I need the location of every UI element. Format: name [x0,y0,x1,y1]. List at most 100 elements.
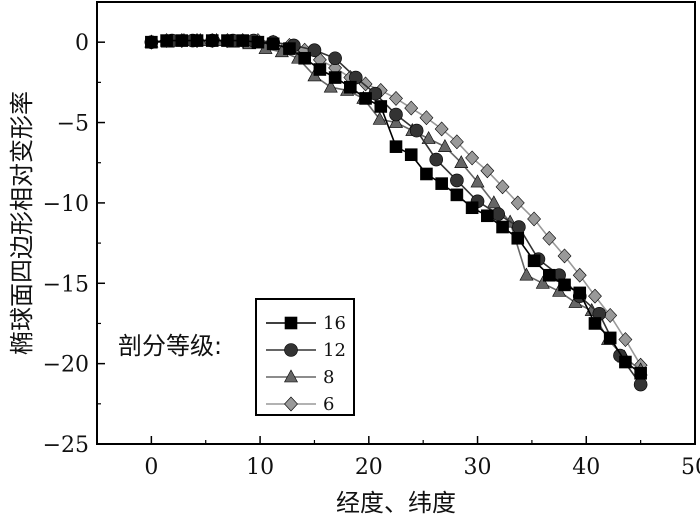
data-point-16 [145,35,158,49]
data-point-8 [421,130,436,144]
legend-title: 剖分等级: [118,332,222,360]
plot-frame [96,1,696,445]
data-point-16 [283,42,296,55]
data-point-16 [359,92,372,105]
data-point-6 [527,211,541,227]
data-point-16 [190,34,204,47]
data-point-16 [573,286,587,300]
legend-entry-16: 16 [266,313,346,334]
series-6 [144,33,648,373]
data-point-16 [205,34,219,47]
data-point-6 [449,134,464,150]
data-point-16 [221,34,234,47]
data-point-6 [404,100,419,116]
data-point-6 [389,90,403,106]
data-point-6 [465,150,480,166]
data-point-12 [307,43,322,58]
y-tick-label: 0 [75,31,89,56]
data-point-8 [470,174,485,188]
series-8 [144,32,648,376]
data-point-16 [266,37,280,51]
legend-entry-12: 12 [266,340,346,361]
y-tick-label: −15 [43,272,89,297]
y-axis-label: 椭球面四边形相对变形率 [8,91,36,355]
x-tick-label: 30 [464,455,492,480]
legend-label: 12 [323,340,346,361]
data-point-16 [251,35,265,49]
data-point-16 [404,148,418,161]
data-point-6 [588,288,602,304]
data-point-12 [491,207,506,221]
data-point-16 [450,188,464,202]
data-point-6 [480,163,495,179]
legend-marker [284,316,298,330]
data-point-6 [557,248,572,264]
y-tick-label: −5 [57,112,89,137]
data-point-16 [389,140,403,153]
data-point-12 [429,152,444,167]
data-point-8 [437,139,452,152]
x-tick-label: 50 [681,455,700,480]
data-point-8 [372,111,387,125]
data-point-16 [481,209,494,223]
data-point-16 [374,100,388,113]
data-point-16 [420,167,433,181]
series-16 [145,34,647,380]
x-axis-ticks: 0 10 20 30 40 50 [96,436,700,480]
data-point-16 [298,51,311,65]
series-line-8 [151,39,642,371]
data-point-16 [465,201,479,215]
data-point-12 [328,51,342,66]
series-line-16 [151,39,642,374]
data-point-12 [450,173,464,188]
series-line-6 [151,39,642,366]
data-point-16 [543,268,556,282]
legend-entry-6: 6 [266,394,334,415]
y-tick-label: −10 [43,192,89,217]
data-point-8 [486,195,501,209]
data-point-16 [328,71,342,84]
data-point-12 [633,377,648,392]
data-point-8 [323,79,338,93]
legend-marker [283,369,299,383]
x-tick-label: 0 [144,455,158,480]
data-point-16 [527,254,541,268]
legend-marker [284,343,298,357]
data-point-6 [572,267,587,283]
data-point-16 [619,355,632,369]
data-point-16 [160,34,173,47]
data-point-16 [496,220,509,234]
data-point-6 [495,179,510,195]
data-point-12 [512,220,526,234]
data-point-16 [588,317,602,330]
data-point-6 [419,110,434,126]
data-point-12 [409,123,424,138]
x-tick-label: 40 [572,455,600,480]
data-point-16 [603,331,617,345]
series-layer [144,32,648,392]
x-tick-label: 10 [246,455,274,480]
data-point-8 [519,267,534,281]
x-axis-label: 经度、纬度 [336,489,456,517]
legend-entry-8: 8 [266,367,334,388]
data-point-8 [388,114,404,128]
legend-entries: 16 12 8 6 [266,313,346,415]
data-point-12 [389,107,403,122]
legend-label: 16 [323,313,346,334]
data-point-6 [434,121,449,137]
data-point-16 [634,366,647,380]
data-point-16 [511,231,525,245]
data-point-16 [344,80,357,94]
data-point-6 [618,332,633,347]
legend-box [255,298,355,416]
legend-marker [284,396,298,412]
x-tick-label: 20 [355,455,383,480]
data-point-16 [175,34,189,47]
data-point-16 [313,63,327,76]
data-point-16 [435,177,448,190]
data-point-16 [236,34,249,47]
data-point-8 [535,275,550,289]
data-point-16 [558,278,571,292]
data-point-6 [542,230,557,246]
